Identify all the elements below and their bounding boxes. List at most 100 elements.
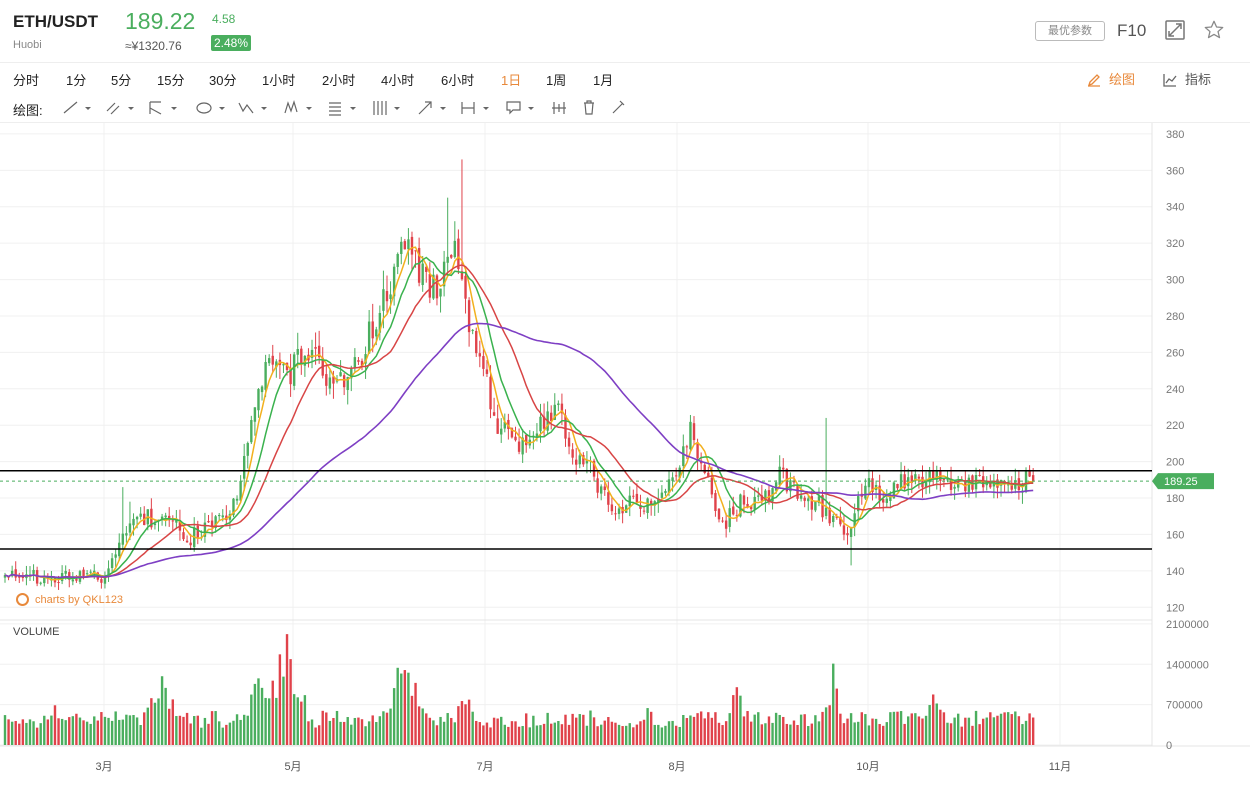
volume-bar (360, 719, 364, 745)
candle-body (710, 477, 714, 495)
candle-body (317, 345, 321, 358)
period-15m[interactable]: 15分 (157, 73, 185, 88)
price-tick-label: 180 (1166, 493, 1184, 505)
comment-tool[interactable] (505, 99, 535, 117)
period-30m[interactable]: 30分 (209, 73, 237, 88)
draw-tool-button[interactable]: 绘图 (1087, 69, 1135, 88)
candle-body (357, 360, 360, 362)
candle-body (300, 348, 303, 365)
price-tick-label: 280 (1166, 311, 1184, 323)
volume-bar (378, 716, 382, 745)
period-1mo[interactable]: 1月 (593, 73, 614, 88)
candle-body (400, 241, 403, 254)
arrow-tool[interactable] (417, 99, 447, 117)
trash-icon (584, 100, 594, 115)
candle-body (353, 357, 357, 369)
time-tick-label: 11月 (1049, 761, 1071, 773)
candle-body (367, 321, 371, 354)
candle-body (35, 570, 39, 584)
candle-body (125, 533, 128, 536)
period-1h[interactable]: 1小时 (262, 73, 296, 88)
candle-body (796, 484, 799, 499)
favorite-star-icon[interactable] (1203, 19, 1225, 41)
fork-tool[interactable] (148, 99, 178, 117)
period-1m[interactable]: 1分 (66, 73, 87, 88)
volume-bar (464, 704, 467, 745)
volume-bar (582, 714, 585, 745)
lock-tool[interactable] (610, 99, 628, 117)
volume-bar (649, 711, 653, 745)
volume-bar (674, 725, 678, 745)
period-1d[interactable]: 1日 (501, 73, 522, 88)
volume-bar (539, 725, 542, 745)
indicator-button[interactable]: 指标 (1163, 69, 1211, 88)
candle-body (949, 478, 953, 490)
volume-bar (1010, 714, 1013, 745)
volume-bar (978, 724, 981, 745)
expand-icon[interactable] (1165, 20, 1185, 40)
channel-tool[interactable] (105, 99, 135, 117)
volume-bar (353, 717, 357, 745)
volume-bar (550, 723, 553, 745)
period-4h[interactable]: 4小时 (381, 73, 415, 88)
candle-body (1010, 484, 1013, 490)
candlestick-chart[interactable]: 189.25 120 140 160 180 200 220 240 260 280 300 320 3… (0, 123, 1250, 787)
volume-bar (310, 719, 314, 745)
candle-body (68, 572, 71, 580)
trendline-tool[interactable] (62, 99, 92, 117)
period-timeshare[interactable]: 分时 (13, 73, 40, 88)
pattern-tool[interactable] (283, 99, 313, 117)
candle-body (799, 495, 803, 499)
volume-bar (325, 712, 328, 745)
volume-bar (289, 659, 292, 745)
candle-body (264, 361, 267, 390)
volume-bar (367, 721, 371, 745)
volume-bar (414, 682, 417, 745)
volume-bar (642, 719, 646, 745)
candle-body (439, 288, 442, 297)
candle-body (43, 575, 46, 584)
volume-bar (821, 711, 824, 745)
trash-tool[interactable] (581, 99, 599, 117)
magnet-tool[interactable] (551, 99, 569, 117)
volume-bar (14, 721, 17, 745)
measure-tool[interactable] (460, 99, 490, 117)
candle-body (592, 460, 596, 477)
ellipse-tool[interactable] (196, 99, 226, 117)
volume-bar (1006, 712, 1010, 745)
candle-body (128, 523, 132, 533)
price-tick-label: 220 (1166, 420, 1184, 432)
volume-bar (382, 711, 385, 745)
candle-body (471, 329, 474, 331)
volume-bar (246, 715, 249, 745)
price-change: 4.58 (212, 12, 236, 26)
gann-tool[interactable] (371, 99, 401, 117)
wave-icon (238, 102, 267, 114)
optimal-params-button[interactable]: 最优参数 (1035, 21, 1105, 41)
volume-bar (521, 726, 524, 745)
fibonacci-tool[interactable] (327, 99, 357, 117)
volume-bar (917, 716, 921, 745)
volume-bar (624, 725, 628, 745)
volume-bar (182, 716, 185, 745)
dropdown-caret-icon (85, 107, 91, 110)
volume-bar (396, 667, 399, 745)
volume-bar (678, 726, 681, 745)
period-5m[interactable]: 5分 (111, 73, 132, 88)
volume-bar (53, 705, 57, 745)
volume-bar (82, 720, 85, 745)
volume-bar (171, 699, 174, 745)
volume-bar (832, 663, 835, 745)
period-2h[interactable]: 2小时 (322, 73, 356, 88)
volume-bar (46, 719, 50, 745)
ma10-line (4, 256, 1034, 580)
volume-bar (767, 716, 771, 745)
f10-button[interactable]: F10 (1117, 21, 1147, 40)
period-6h[interactable]: 6小时 (441, 73, 475, 88)
period-1w[interactable]: 1周 (546, 73, 567, 88)
wave-tool[interactable] (238, 99, 268, 117)
volume-bar (257, 678, 260, 745)
volume-bar (553, 722, 556, 745)
volume-bar (157, 698, 160, 745)
candle-body (392, 266, 396, 297)
